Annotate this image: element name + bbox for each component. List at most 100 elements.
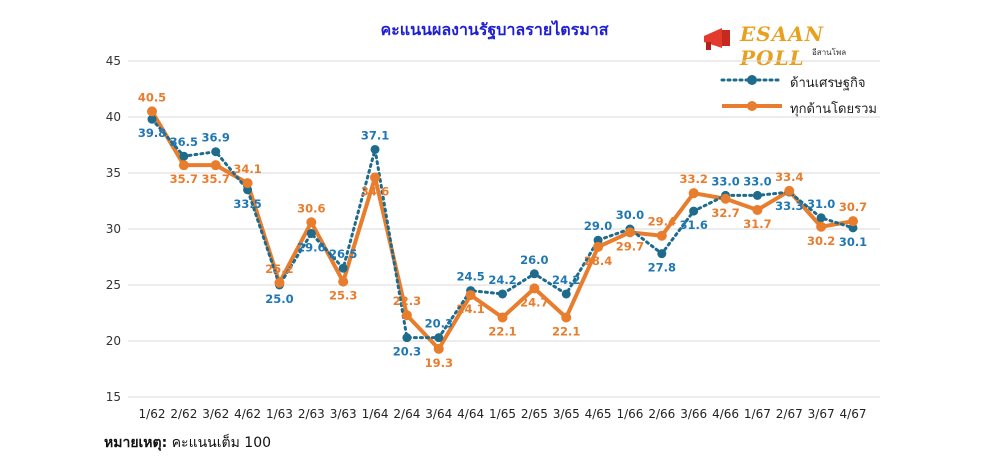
economy-value-label: 33.0 <box>711 174 739 188</box>
overall-value-label: 31.7 <box>743 217 771 231</box>
x-tick-label: 1/65 <box>489 407 516 421</box>
overall-value-label: 22.1 <box>552 324 580 338</box>
chart-title: คะแนนผลงานรัฐบาลรายไตรมาส <box>380 20 609 39</box>
overall-value-label: 22.3 <box>393 294 421 308</box>
overall-point <box>497 312 508 323</box>
overall-value-label: 24.7 <box>520 295 548 309</box>
x-tick-label: 3/67 <box>808 407 835 421</box>
x-tick-label: 4/66 <box>712 407 739 421</box>
overall-point <box>338 276 349 287</box>
economy-value-label: 24.5 <box>456 270 484 284</box>
overall-value-label: 25.3 <box>329 289 357 303</box>
overall-point <box>593 241 604 252</box>
overall-point <box>401 310 412 321</box>
overall-point <box>433 343 444 354</box>
economy-point <box>338 263 348 273</box>
x-tick-label: 1/64 <box>362 407 389 421</box>
economy-value-label: 33.0 <box>743 174 771 188</box>
overall-value-label: 33.4 <box>775 170 803 184</box>
economy-value-label: 36.5 <box>170 135 198 149</box>
overall-value-label: 34.1 <box>233 162 261 176</box>
y-tick-label: 20 <box>106 334 121 348</box>
economy-value-label: 20.3 <box>393 345 421 359</box>
economy-value-label: 39.8 <box>138 126 166 140</box>
overall-point <box>210 160 221 171</box>
x-tick-label: 2/66 <box>648 407 675 421</box>
overall-point <box>784 185 795 196</box>
x-tick-label: 2/62 <box>170 407 197 421</box>
economy-value-label: 29.6 <box>297 240 325 254</box>
overall-value-label: 30.2 <box>807 234 835 248</box>
economy-point <box>498 289 507 299</box>
overall-value-label: 30.7 <box>839 200 867 214</box>
overall-value-label: 34.6 <box>361 184 389 198</box>
economy-value-label: 31.0 <box>807 197 835 211</box>
x-tick-label: 1/62 <box>139 407 166 421</box>
economy-value-label: 24.2 <box>552 273 580 287</box>
overall-point <box>178 160 189 171</box>
x-tick-label: 2/65 <box>521 407 548 421</box>
overall-point <box>561 312 572 323</box>
economy-value-label: 36.9 <box>202 131 230 145</box>
economy-point <box>529 269 539 279</box>
overall-point <box>624 227 635 238</box>
economy-value-label: 26.0 <box>520 253 548 267</box>
economy-point <box>370 144 380 154</box>
overall-point <box>465 290 476 301</box>
overall-point <box>816 221 827 232</box>
overall-value-label: 28.4 <box>584 254 612 268</box>
economy-point <box>434 333 444 343</box>
economy-point <box>816 213 826 223</box>
economy-value-label: 33.3 <box>775 199 803 213</box>
y-tick-label: 40 <box>106 110 121 124</box>
y-axis-ticks: 15 20 25 30 35 40 45 <box>106 54 121 404</box>
overall-point <box>752 204 763 215</box>
data-labels: 39.840.536.535.736.935.733.534.125.025.2… <box>138 90 867 369</box>
y-tick-label: 25 <box>106 278 121 292</box>
overall-value-label: 29.4 <box>648 215 676 229</box>
footnote: หมายเหตุ: คะแนนเต็ม 100 <box>104 432 271 454</box>
overall-value-label: 30.6 <box>297 201 325 215</box>
overall-point <box>147 106 157 117</box>
overall-value-label: 32.7 <box>711 206 739 220</box>
legend-swatch-economy <box>720 75 784 85</box>
logo-subtext: อีสานโพล <box>812 48 847 57</box>
megaphone-icon <box>704 28 730 50</box>
economy-value-label: 33.5 <box>233 197 261 211</box>
overall-point <box>688 188 699 199</box>
legend-label-economy: ด้านเศรษฐกิจ <box>790 76 866 91</box>
y-tick-label: 35 <box>106 166 121 180</box>
economy-value-label: 30.0 <box>616 208 644 222</box>
footnote-label: หมายเหตุ: <box>104 435 168 451</box>
x-tick-label: 4/64 <box>457 407 484 421</box>
x-tick-label: 1/67 <box>744 407 771 421</box>
x-tick-label: 3/65 <box>553 407 580 421</box>
economy-point <box>848 223 858 233</box>
legend-label-overall: ทุกด้านโดยรวม <box>790 102 877 117</box>
logo-text: ESAAN POLL <box>740 22 825 70</box>
series-layer <box>147 106 858 354</box>
economy-point <box>243 185 253 195</box>
overall-point <box>720 193 731 204</box>
x-tick-label: 1/63 <box>266 407 293 421</box>
x-axis-ticks: 1/62 2/62 3/62 4/62 1/63 2/63 3/63 1/64 2/64 3/64… <box>139 407 867 421</box>
esaan-poll-logo: ESAAN POLL อีสานโพล <box>700 22 850 70</box>
economy-value-label: 26.5 <box>329 247 357 261</box>
economy-point <box>689 206 699 216</box>
x-tick-label: 1/66 <box>616 407 643 421</box>
economy-point <box>306 228 316 238</box>
overall-point <box>370 172 381 183</box>
overall-value-label: 29.7 <box>616 239 644 253</box>
x-tick-label: 3/62 <box>202 407 229 421</box>
economy-value-label: 25.0 <box>265 292 293 306</box>
overall-point <box>306 217 317 228</box>
economy-point <box>402 333 412 343</box>
economy-point <box>752 190 762 200</box>
x-tick-label: 2/64 <box>393 407 420 421</box>
economy-point <box>657 249 667 259</box>
x-tick-label: 2/63 <box>298 407 325 421</box>
footnote-text: คะแนนเต็ม 100 <box>171 435 272 451</box>
overall-value-label: 33.2 <box>679 172 707 186</box>
overall-point <box>274 277 285 288</box>
